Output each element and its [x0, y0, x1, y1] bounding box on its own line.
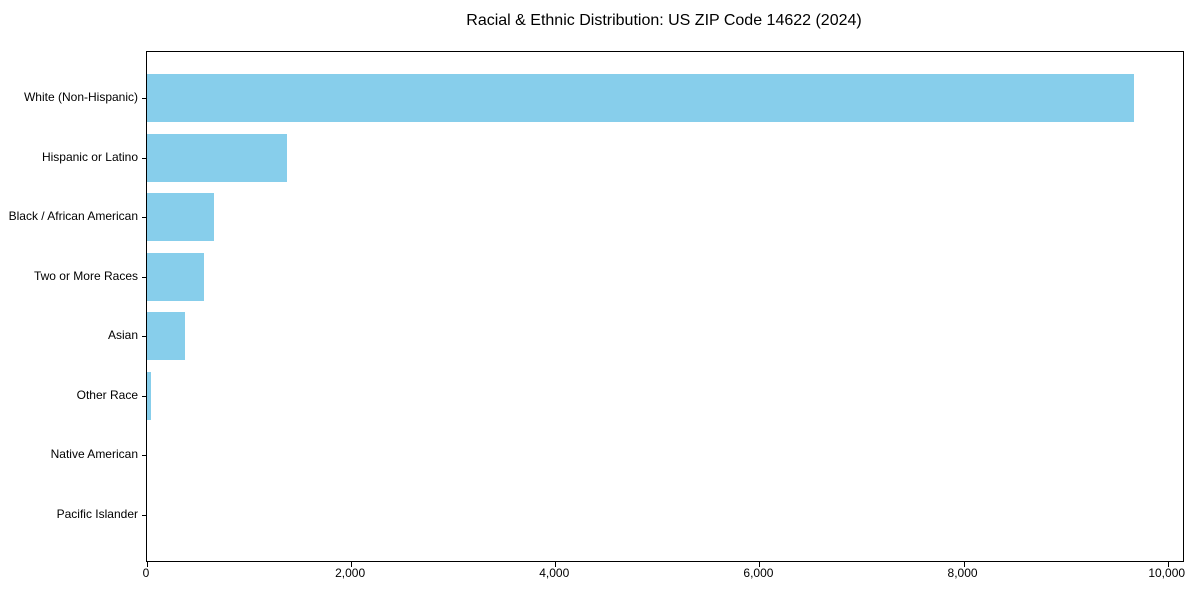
y-tick-label: Two or More Races: [33, 268, 138, 283]
y-tick-label: Asian: [107, 328, 138, 343]
y-tick-label: Pacific Islander: [56, 507, 138, 521]
y-tick-mark: [142, 336, 147, 338]
x-tick-label: 10,000: [1148, 566, 1186, 580]
bar: [147, 371, 152, 420]
x-tick-label: 2,000: [335, 566, 366, 580]
bar: [147, 193, 215, 242]
y-tick-label: White (Non-Hispanic): [23, 90, 138, 104]
x-tick-mark: [1167, 562, 1169, 567]
y-tick-mark: [142, 157, 147, 159]
bar: [147, 252, 205, 301]
x-tick-mark: [963, 562, 965, 567]
y-tick-label: Black / African American: [8, 209, 138, 224]
x-tick-label: 6,000: [743, 566, 774, 580]
y-tick-mark: [142, 276, 147, 278]
y-tick-mark: [142, 217, 147, 219]
x-tick-label: 4,000: [539, 566, 570, 580]
y-tick-label: Other Race: [76, 387, 138, 402]
x-tick-label: 0: [142, 566, 150, 580]
y-tick-mark: [142, 98, 147, 99]
x-tick-label: 8,000: [947, 566, 978, 580]
y-tick-label: Hispanic or Latino: [41, 149, 138, 164]
y-tick-mark: [142, 515, 147, 516]
y-tick-mark: [142, 455, 147, 457]
y-tick-mark: [142, 395, 147, 397]
bar: [147, 312, 185, 361]
y-tick-label: Native American: [50, 447, 138, 462]
x-tick-mark: [351, 562, 353, 567]
chart-title: Racial & Ethnic Distribution: US ZIP Cod…: [466, 12, 862, 29]
x-tick-mark: [147, 562, 148, 567]
x-tick-mark: [555, 562, 557, 567]
x-tick-mark: [759, 562, 761, 567]
plot-area: [142, 51, 1184, 567]
bar: [147, 133, 287, 182]
bar: [147, 74, 1134, 122]
